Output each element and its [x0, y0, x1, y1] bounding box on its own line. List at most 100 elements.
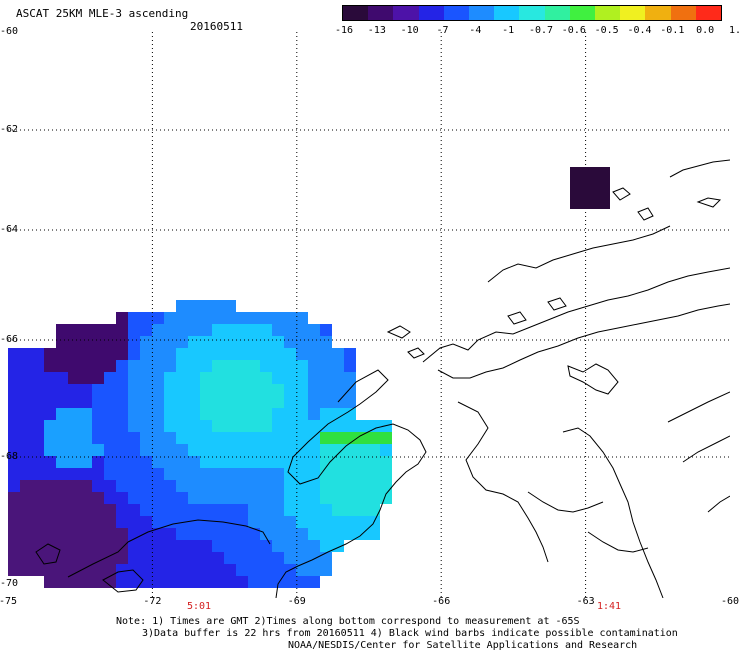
swath-cell	[272, 384, 284, 396]
swath-cell	[296, 348, 308, 360]
color-scale-segment	[443, 6, 470, 20]
swath-cell	[68, 372, 80, 384]
swath-cell	[152, 528, 164, 540]
color-scale-segment	[695, 6, 722, 20]
color-scale-label: 0.0	[696, 25, 715, 36]
swath-cell	[20, 408, 32, 420]
swath-cell	[236, 384, 248, 396]
swath-cell	[368, 420, 380, 432]
swath-cell	[80, 504, 92, 516]
swath-cell	[164, 372, 176, 384]
swath-cell	[80, 444, 92, 456]
swath-cell	[332, 456, 344, 468]
swath-cell	[116, 540, 128, 552]
swath-cell	[164, 564, 176, 576]
swath-cell	[236, 468, 248, 480]
swath-cell	[236, 480, 248, 492]
swath-cell	[80, 384, 92, 396]
swath-cell	[104, 420, 116, 432]
swath-cell	[320, 492, 332, 504]
swath-cell	[260, 456, 272, 468]
swath-cell	[248, 528, 260, 540]
swath-cell	[308, 456, 320, 468]
swath-cell	[272, 324, 284, 336]
swath-cell	[116, 528, 128, 540]
swath-cell	[296, 540, 308, 552]
swath-cell	[8, 480, 20, 492]
swath-cell	[92, 384, 104, 396]
swath-cell	[68, 564, 80, 576]
swath-cell	[176, 504, 188, 516]
swath-cell	[260, 552, 272, 564]
swath-cell	[296, 384, 308, 396]
swath-cell	[284, 432, 296, 444]
swath-cell	[260, 528, 272, 540]
swath-cell	[8, 492, 20, 504]
swath-cell	[200, 528, 212, 540]
swath-cell	[56, 528, 68, 540]
swath-cell	[272, 444, 284, 456]
swath-cell	[260, 372, 272, 384]
swath-cell	[140, 528, 152, 540]
swath-cell	[308, 336, 320, 348]
swath-cell	[284, 360, 296, 372]
swath-cell	[200, 456, 212, 468]
swath-cell	[56, 432, 68, 444]
swath-cell	[356, 492, 368, 504]
coastline	[35, 159, 730, 598]
swath-cell	[272, 492, 284, 504]
swath-cell	[248, 540, 260, 552]
swath-cell	[104, 408, 116, 420]
swath-cell	[92, 468, 104, 480]
swath-cell	[224, 528, 236, 540]
swath-cell	[140, 408, 152, 420]
swath-cell	[248, 552, 260, 564]
swath-cell	[272, 468, 284, 480]
swath-cell	[80, 540, 92, 552]
swath-cell	[176, 360, 188, 372]
swath-cell	[320, 564, 332, 576]
swath-cell	[356, 480, 368, 492]
swath-cell	[128, 516, 140, 528]
swath-cell	[20, 528, 32, 540]
swath-cell	[188, 576, 200, 588]
swath-cell	[128, 312, 140, 324]
swath-cell	[152, 312, 164, 324]
swath-cell	[20, 432, 32, 444]
swath-cell	[152, 348, 164, 360]
swath-cell	[200, 396, 212, 408]
swath-cell	[68, 468, 80, 480]
swath-cell	[68, 396, 80, 408]
swath-cell	[248, 432, 260, 444]
swath-cell	[296, 324, 308, 336]
color-scale-label: -10	[400, 25, 419, 36]
swath-cell	[128, 396, 140, 408]
swath-cell	[332, 372, 344, 384]
swath-cell	[164, 384, 176, 396]
swath-cell	[8, 420, 20, 432]
swath-cell	[200, 348, 212, 360]
swath-cell	[320, 384, 332, 396]
swath-cell	[212, 336, 224, 348]
swath-cell	[92, 552, 104, 564]
color-scale-segment	[343, 6, 369, 20]
swath-cell	[308, 408, 320, 420]
swath-cell	[56, 408, 68, 420]
swath-cell	[20, 552, 32, 564]
swath-cell	[224, 360, 236, 372]
swath-cell	[32, 504, 44, 516]
swath-cell	[272, 480, 284, 492]
swath-cell	[140, 504, 152, 516]
swath-cell	[248, 384, 260, 396]
swath-cell	[236, 576, 248, 588]
swath-cell	[224, 444, 236, 456]
swath-cell	[140, 468, 152, 480]
swath-cell	[152, 384, 164, 396]
swath-cell	[284, 348, 296, 360]
swath-cell	[68, 504, 80, 516]
product-title: ASCAT 25KM MLE-3 ascending	[16, 7, 189, 20]
swath-cell	[44, 420, 56, 432]
swath-cell	[368, 444, 380, 456]
swath-cell	[116, 324, 128, 336]
swath-cell	[188, 480, 200, 492]
